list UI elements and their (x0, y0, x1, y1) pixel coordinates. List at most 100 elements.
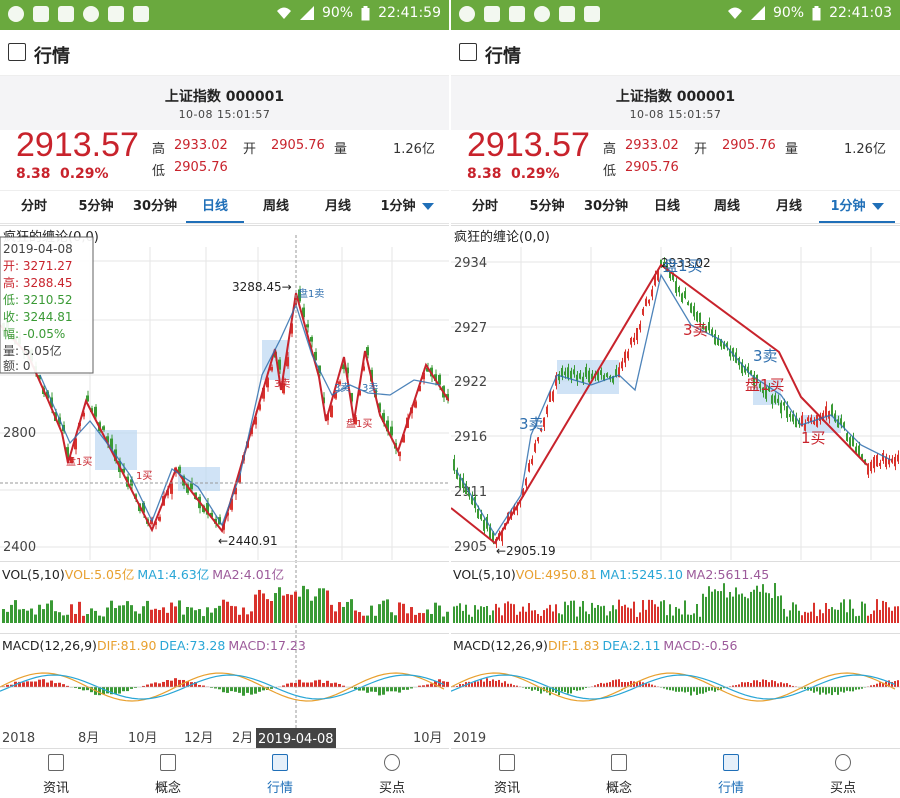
signal-buy-3: 盘1买 (346, 417, 372, 430)
volume-bar (30, 608, 33, 623)
nav-market[interactable]: 行情 (675, 749, 787, 798)
tab-monthly[interactable]: 月线 (324, 199, 351, 214)
volume-bar (294, 591, 297, 623)
macd-bar (675, 687, 677, 692)
volume-bar (681, 614, 683, 623)
macd-bar (876, 683, 878, 687)
macd-bar (471, 683, 473, 687)
macd-bar (624, 681, 626, 687)
candle-body (386, 420, 389, 432)
tooltip-date: 2019-04-08 (3, 242, 73, 256)
candle-body (546, 406, 548, 415)
gallery-icon (58, 6, 74, 22)
candle-body (477, 508, 479, 519)
tab-weekly[interactable]: 周线 (713, 199, 740, 214)
volume-bar (804, 611, 806, 623)
candle-body (720, 339, 722, 347)
macd-bar (174, 678, 177, 687)
volume-bar (486, 605, 488, 623)
volume-bar (374, 615, 377, 623)
tab-30min[interactable]: 30分钟 (583, 199, 629, 214)
macd-bar (322, 682, 325, 687)
volume-bar (594, 607, 596, 623)
macd-bar (26, 681, 29, 687)
quote-panel: 2913.57 8.38 0.29% 高 2933.02 开 2905.76 量… (0, 126, 449, 188)
volume-bar (134, 611, 137, 623)
volume-bar (879, 609, 881, 623)
nav-concept[interactable]: 概念 (112, 749, 224, 798)
macd-bar (708, 687, 710, 691)
high-annotation: 3288.45→ (232, 280, 292, 294)
tab-daily[interactable]: 日线 (186, 191, 244, 223)
candle-body (468, 490, 470, 497)
macd-bar (504, 681, 506, 687)
candle-body (810, 417, 812, 423)
signal-buy-2: 1买 (136, 470, 152, 482)
macd-bar (747, 681, 749, 687)
macd-bar (302, 682, 305, 687)
candle-body (314, 351, 317, 361)
macd-bar (510, 683, 512, 687)
tab-monthly[interactable]: 月线 (775, 199, 802, 214)
tab-5min[interactable]: 5分钟 (78, 199, 114, 214)
trend-line (455, 273, 892, 537)
nav-news[interactable]: 资讯 (451, 749, 563, 798)
macd-bar (366, 687, 369, 693)
nav-market[interactable]: 行情 (224, 749, 336, 798)
macd-bar (672, 687, 674, 691)
kline-chart[interactable]: 疯狂的缠论(0,0) 2800 2400 3288.45→ ←2440.91 盘… (0, 225, 449, 748)
volume-bar (630, 608, 632, 623)
tab-30min[interactable]: 30分钟 (132, 199, 178, 214)
volume-bar (82, 615, 85, 623)
volume-bar (510, 603, 512, 623)
alipay-icon (559, 6, 575, 22)
nav-concept[interactable]: 概念 (563, 749, 675, 798)
volume-bar (158, 609, 161, 623)
volume-bar (825, 602, 827, 623)
tab-minute-line[interactable]: 分时 (471, 199, 498, 214)
macd-bar (198, 684, 201, 687)
tab-daily[interactable]: 日线 (653, 199, 680, 214)
macd-bar (474, 680, 476, 687)
volume-bar (254, 594, 257, 623)
volume-bar (831, 607, 833, 623)
volume-bar (615, 609, 617, 623)
candle-body (873, 456, 875, 469)
candle-body (158, 516, 161, 521)
volume-bar (507, 601, 509, 623)
candle-body (525, 478, 527, 486)
candle-body (858, 445, 860, 456)
tab-minute-line[interactable]: 分时 (20, 199, 47, 214)
tab-1min-dropdown[interactable]: 1分钟 (819, 191, 895, 223)
macd-bar (765, 679, 767, 687)
nav-buy-point[interactable]: 买点 (787, 749, 899, 798)
macd-bar (6, 684, 9, 687)
volume-bar (98, 615, 101, 623)
tab-5min[interactable]: 5分钟 (529, 199, 565, 214)
candle-body (483, 519, 485, 531)
signal-sell-3: 3卖 (753, 347, 778, 365)
macd-bar (552, 687, 554, 692)
kline-chart[interactable]: 疯狂的缠论(0,0) 2934 2927 2922 2916 2911 2905… (451, 225, 900, 748)
volume-bar (876, 599, 878, 623)
tab-1min-dropdown[interactable]: 1分钟 (372, 191, 442, 223)
candle-body (501, 532, 503, 542)
macd-bar (495, 680, 497, 687)
volume-bar (50, 600, 53, 623)
macd-bar (831, 687, 833, 696)
nav-news[interactable]: 资讯 (0, 749, 112, 798)
nav-buy-point[interactable]: 买点 (336, 749, 448, 798)
volume-bar (282, 595, 285, 623)
macd-bar (226, 687, 229, 693)
macd-bar (434, 681, 437, 687)
volume-bar (46, 603, 49, 623)
candle-body (642, 308, 644, 315)
volume-label: 量 (334, 142, 348, 157)
macd-bar (627, 682, 629, 687)
volume-bar (298, 596, 301, 623)
volume-bar (546, 608, 548, 623)
signal-buy-1: 盘1买 (663, 257, 703, 275)
candle-body (897, 454, 899, 462)
macd-bar (418, 685, 421, 687)
tab-weekly[interactable]: 周线 (262, 199, 289, 214)
